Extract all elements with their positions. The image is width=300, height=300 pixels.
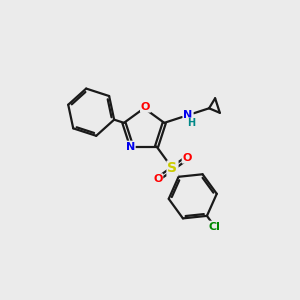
Text: N: N [184,110,193,120]
Text: Cl: Cl [209,222,221,232]
Text: O: O [153,174,162,184]
Text: O: O [141,102,150,112]
Text: S: S [167,161,178,176]
Text: N: N [126,142,135,152]
Text: O: O [183,153,192,163]
Text: H: H [187,118,195,128]
